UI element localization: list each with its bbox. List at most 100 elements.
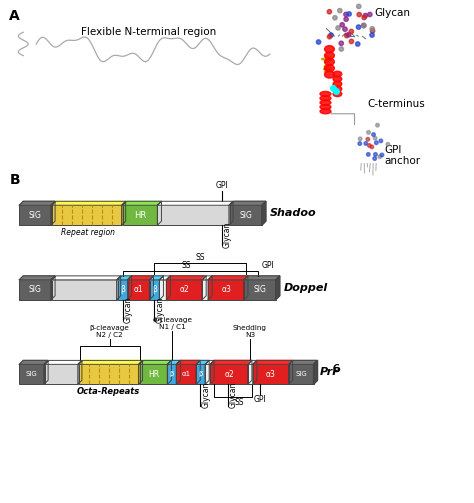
Bar bbox=[176, 364, 196, 384]
Circle shape bbox=[368, 144, 371, 147]
Text: B: B bbox=[9, 174, 20, 188]
Text: α1: α1 bbox=[134, 285, 144, 294]
Polygon shape bbox=[138, 360, 143, 384]
Polygon shape bbox=[139, 360, 172, 364]
Text: Glycan: Glycan bbox=[223, 222, 232, 248]
Polygon shape bbox=[196, 360, 209, 364]
Circle shape bbox=[329, 33, 333, 37]
Text: SIG: SIG bbox=[239, 211, 252, 220]
Circle shape bbox=[362, 23, 366, 28]
Circle shape bbox=[380, 153, 384, 157]
Circle shape bbox=[345, 34, 349, 38]
Text: SS: SS bbox=[195, 253, 205, 262]
Text: SS: SS bbox=[234, 398, 244, 407]
Ellipse shape bbox=[320, 109, 331, 114]
Circle shape bbox=[372, 133, 375, 136]
Polygon shape bbox=[176, 360, 180, 384]
Text: Octa-Repeats: Octa-Repeats bbox=[77, 387, 140, 396]
Bar bbox=[79, 364, 138, 384]
Circle shape bbox=[386, 142, 390, 146]
Polygon shape bbox=[289, 360, 292, 384]
Polygon shape bbox=[210, 360, 214, 384]
Text: β-cleavage
N2 / C2: β-cleavage N2 / C2 bbox=[90, 324, 130, 338]
Polygon shape bbox=[208, 276, 212, 300]
Polygon shape bbox=[159, 276, 170, 280]
Circle shape bbox=[358, 142, 362, 145]
Ellipse shape bbox=[325, 46, 334, 53]
Polygon shape bbox=[19, 201, 55, 205]
Circle shape bbox=[362, 24, 366, 28]
Bar bbox=[19, 280, 51, 300]
Bar bbox=[196, 364, 205, 384]
Polygon shape bbox=[128, 276, 132, 300]
Polygon shape bbox=[149, 276, 164, 280]
Text: SIG: SIG bbox=[254, 285, 266, 294]
Circle shape bbox=[370, 27, 374, 31]
Circle shape bbox=[368, 12, 372, 17]
Circle shape bbox=[340, 23, 345, 27]
Polygon shape bbox=[149, 276, 154, 300]
Polygon shape bbox=[118, 276, 132, 280]
Text: SIG: SIG bbox=[26, 371, 37, 377]
Circle shape bbox=[356, 4, 361, 9]
Text: Repeat region: Repeat region bbox=[61, 228, 115, 237]
Circle shape bbox=[374, 152, 377, 156]
Ellipse shape bbox=[320, 96, 331, 101]
Ellipse shape bbox=[333, 81, 342, 87]
Circle shape bbox=[347, 12, 351, 16]
Circle shape bbox=[379, 139, 383, 143]
Polygon shape bbox=[229, 201, 233, 225]
Polygon shape bbox=[167, 360, 180, 364]
Circle shape bbox=[356, 25, 361, 29]
Polygon shape bbox=[205, 360, 209, 384]
Polygon shape bbox=[253, 360, 257, 384]
Text: α1: α1 bbox=[182, 371, 191, 377]
Circle shape bbox=[374, 141, 378, 144]
Text: α2: α2 bbox=[224, 370, 234, 379]
Bar bbox=[139, 364, 167, 384]
Polygon shape bbox=[313, 360, 318, 384]
Circle shape bbox=[357, 13, 361, 17]
Circle shape bbox=[343, 27, 347, 31]
Bar bbox=[210, 364, 248, 384]
Text: α3: α3 bbox=[221, 285, 231, 294]
Polygon shape bbox=[19, 276, 55, 280]
Text: β: β bbox=[152, 285, 157, 294]
Circle shape bbox=[349, 39, 354, 44]
Text: PrP: PrP bbox=[319, 367, 341, 377]
Text: Glycan: Glycan bbox=[201, 382, 210, 408]
Circle shape bbox=[344, 12, 348, 17]
Text: HR: HR bbox=[148, 370, 159, 379]
Circle shape bbox=[337, 9, 342, 13]
Bar bbox=[244, 280, 276, 300]
Text: GPI: GPI bbox=[254, 395, 266, 404]
Circle shape bbox=[346, 32, 351, 37]
Polygon shape bbox=[19, 360, 48, 364]
Ellipse shape bbox=[333, 76, 342, 81]
Ellipse shape bbox=[333, 71, 342, 77]
Bar bbox=[123, 205, 157, 225]
Circle shape bbox=[339, 47, 344, 51]
Polygon shape bbox=[45, 360, 82, 364]
Polygon shape bbox=[276, 276, 280, 300]
Polygon shape bbox=[196, 360, 200, 384]
Polygon shape bbox=[205, 360, 214, 364]
Circle shape bbox=[327, 10, 332, 14]
Ellipse shape bbox=[325, 52, 334, 59]
Polygon shape bbox=[117, 276, 121, 300]
Bar bbox=[253, 364, 289, 384]
Text: β: β bbox=[120, 285, 125, 294]
Polygon shape bbox=[289, 360, 318, 364]
Text: Shedding
N3: Shedding N3 bbox=[233, 324, 267, 338]
Bar bbox=[202, 280, 208, 300]
Circle shape bbox=[374, 136, 377, 140]
Ellipse shape bbox=[325, 58, 334, 65]
Circle shape bbox=[363, 14, 368, 18]
Text: SIG: SIG bbox=[29, 285, 42, 294]
Circle shape bbox=[373, 157, 376, 160]
Circle shape bbox=[344, 17, 348, 22]
Text: α3: α3 bbox=[266, 370, 276, 379]
Text: C: C bbox=[332, 364, 338, 373]
Bar bbox=[128, 280, 149, 300]
Bar bbox=[157, 205, 229, 225]
